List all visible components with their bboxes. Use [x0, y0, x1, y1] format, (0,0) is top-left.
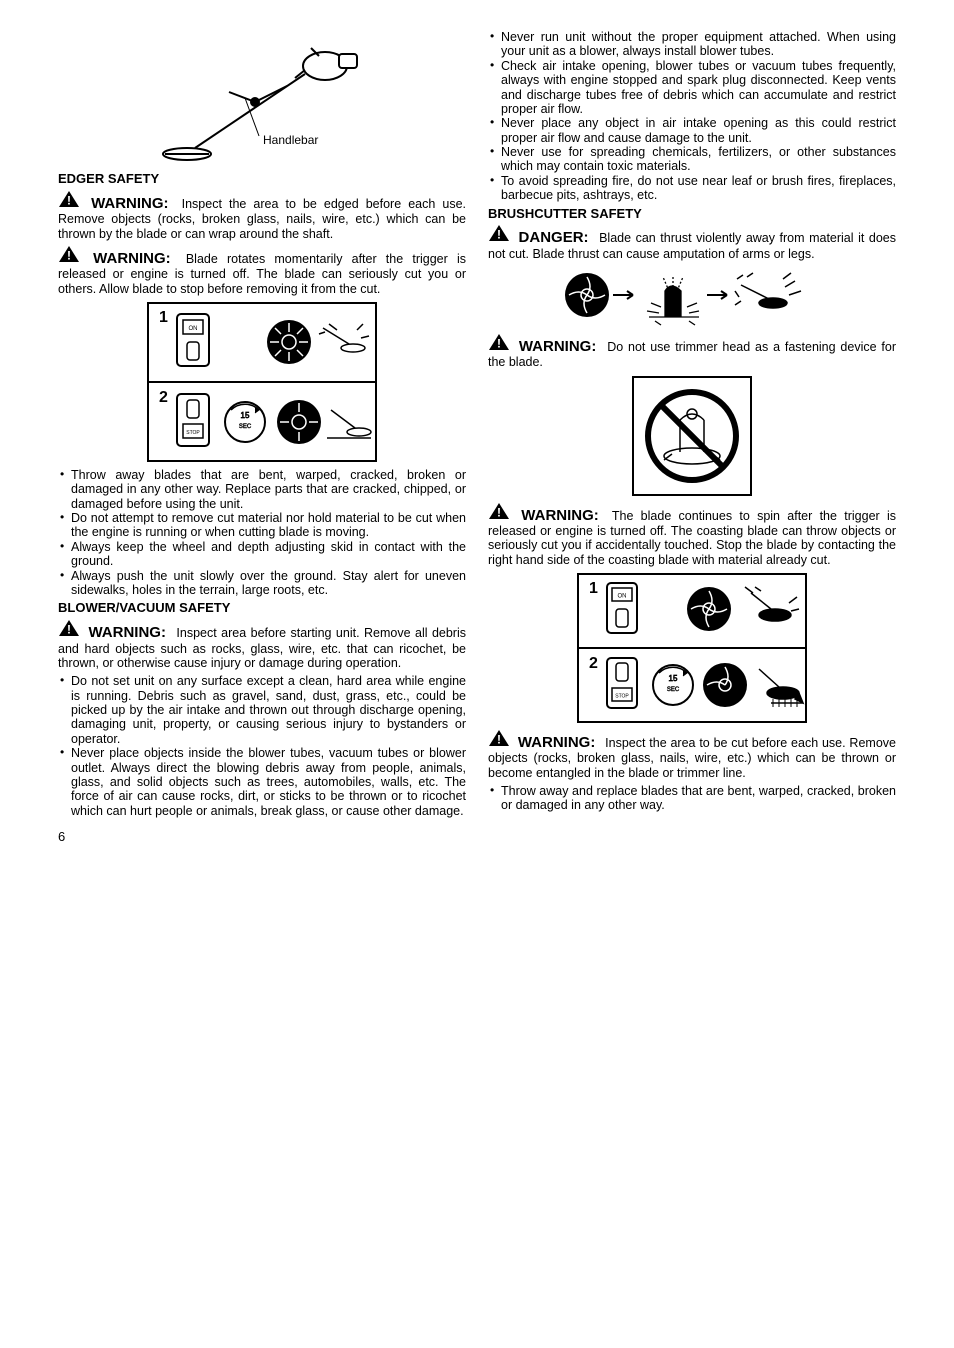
svg-text:15: 15: [241, 411, 250, 420]
list-item: Never place any object in air intake ope…: [488, 116, 896, 145]
left-column: Handlebar EDGER SAFETY ! WARNING: Inspec…: [58, 30, 466, 822]
blower-safety-heading: BLOWER/VACUUM SAFETY: [58, 601, 466, 616]
svg-text:!: !: [497, 733, 501, 747]
edger-bullets: Throw away blades that are bent, warped,…: [58, 468, 466, 597]
warning-label: WARNING:: [521, 507, 599, 524]
page-number: 6: [58, 830, 896, 845]
svg-text:15: 15: [669, 674, 678, 683]
list-item: Throw away blades that are bent, warped,…: [58, 468, 466, 511]
warning-icon: !: [58, 252, 89, 266]
warning-label: WARNING:: [93, 250, 171, 267]
danger-icon: !: [488, 231, 515, 245]
svg-text:1: 1: [589, 580, 598, 597]
warning-block: ! WARNING: Inspect the area to be cut be…: [488, 729, 896, 780]
warning-block: ! WARNING: Blade rotates momentarily aft…: [58, 245, 466, 296]
blower-bullets: Do not set unit on any surface except a …: [58, 674, 466, 818]
svg-text:!: !: [497, 505, 501, 519]
right-column: Never run unit without the proper equipm…: [488, 30, 896, 822]
list-item: Throw away and replace blades that are b…: [488, 784, 896, 813]
svg-text:ON: ON: [618, 594, 627, 600]
svg-text:SEC: SEC: [667, 687, 680, 693]
list-item: Do not attempt to remove cut material no…: [58, 511, 466, 540]
warning-label: WARNING:: [88, 624, 166, 641]
svg-text:2: 2: [589, 655, 598, 672]
list-item: Never place objects inside the blower tu…: [58, 746, 466, 818]
handlebar-figure: Handlebar: [58, 36, 466, 166]
danger-block: ! DANGER: Blade can thrust violently awa…: [488, 224, 896, 261]
svg-text:!: !: [67, 248, 71, 262]
list-item: Never use for spreading chemicals, ferti…: [488, 145, 896, 174]
edger-safety-heading: EDGER SAFETY: [58, 172, 466, 187]
list-item: Do not set unit on any surface except a …: [58, 674, 466, 746]
warning-block: ! WARNING: The blade continues to spin a…: [488, 502, 896, 567]
svg-text:ON: ON: [189, 326, 198, 332]
warning-icon: !: [58, 197, 87, 211]
blower-bullets-cont: Never run unit without the proper equipm…: [488, 30, 896, 203]
warning-label: WARNING:: [91, 195, 169, 212]
thrust-figure: [488, 267, 896, 327]
prohibit-figure: [488, 376, 896, 496]
svg-text:!: !: [497, 228, 501, 242]
brushcutter-steps-figure: 1 ON: [488, 573, 896, 723]
handlebar-label-svg: Handlebar: [263, 133, 318, 147]
warning-icon: !: [488, 509, 517, 523]
warning-label: WARNING:: [518, 734, 596, 751]
svg-text:!: !: [497, 337, 501, 351]
svg-text:1: 1: [159, 309, 168, 326]
danger-label: DANGER:: [519, 229, 589, 246]
warning-block: ! WARNING: Do not use trimmer head as a …: [488, 333, 896, 370]
list-item: Always push the unit slowly over the gro…: [58, 569, 466, 598]
warning-block: ! WARNING: Inspect area before starting …: [58, 619, 466, 670]
svg-text:2: 2: [159, 389, 168, 406]
warning-icon: !: [488, 736, 514, 750]
brushcutter-safety-heading: BRUSHCUTTER SAFETY: [488, 207, 896, 222]
list-item: Check air intake opening, blower tubes o…: [488, 59, 896, 117]
edger-steps-figure: 1 ON: [58, 302, 466, 462]
svg-text:SEC: SEC: [239, 424, 252, 430]
svg-text:!: !: [67, 623, 71, 637]
warning-icon: !: [488, 340, 515, 354]
svg-text:!: !: [67, 193, 71, 207]
warning-label: WARNING:: [519, 338, 597, 355]
warning-icon: !: [58, 626, 84, 640]
list-item: To avoid spreading fire, do not use near…: [488, 174, 896, 203]
list-item: Always keep the wheel and depth adjustin…: [58, 540, 466, 569]
brushcutter-bullets: Throw away and replace blades that are b…: [488, 784, 896, 813]
svg-text:STOP: STOP: [615, 694, 629, 700]
warning-block: ! WARNING: Inspect the area to be edged …: [58, 190, 466, 241]
list-item: Never run unit without the proper equipm…: [488, 30, 896, 59]
page-content: Handlebar EDGER SAFETY ! WARNING: Inspec…: [58, 30, 896, 822]
svg-text:STOP: STOP: [186, 430, 200, 436]
